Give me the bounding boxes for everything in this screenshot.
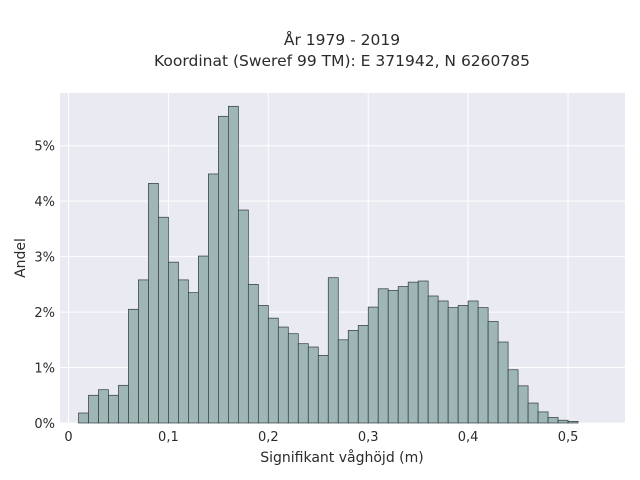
x-tick-label: 0,5 (558, 430, 579, 445)
histogram-bar (417, 280, 429, 424)
y-tick-label: 5% (34, 140, 55, 155)
histogram-bar (467, 300, 479, 424)
y-tick-label: 2% (34, 306, 55, 321)
histogram-bar (487, 321, 499, 424)
histogram-bar (547, 417, 559, 424)
y-axis-label: Andel (13, 238, 29, 278)
histogram-bar (437, 300, 449, 424)
y-tick-label: 3% (34, 251, 55, 266)
histogram-bar (178, 279, 189, 424)
histogram-bar (447, 307, 459, 424)
histogram-bar (497, 341, 509, 424)
x-axis-ticks: 0 0,1 0,2 0,3 0,4 0,5 (64, 430, 578, 445)
histogram-bar (357, 325, 369, 424)
x-tick-label: 0 (64, 430, 72, 445)
histogram-bar (457, 305, 469, 424)
histogram-bar (377, 288, 389, 424)
histogram-bar (527, 402, 539, 424)
histogram-bar (168, 261, 179, 424)
histogram-bar (307, 346, 319, 424)
y-tick-label: 4% (34, 195, 55, 210)
histogram-bars (78, 105, 579, 424)
histogram-bar (247, 283, 259, 424)
histogram-bar (228, 105, 239, 424)
histogram-bar (557, 419, 569, 424)
histogram-bar (277, 326, 289, 424)
histogram-bar (567, 420, 579, 424)
histogram-bar (257, 305, 269, 424)
histogram-bar (507, 369, 519, 424)
histogram-bar (78, 412, 89, 424)
histogram-bar (397, 286, 409, 424)
x-tick-label: 0,2 (258, 430, 279, 445)
x-axis-label: Signifikant våghöjd (m) (260, 449, 423, 466)
histogram-bar (287, 333, 299, 424)
chart-title-line-1: År 1979 - 2019 (284, 30, 400, 49)
histogram-bar (517, 385, 529, 424)
histogram-bar (218, 115, 229, 424)
histogram-bar (367, 306, 379, 424)
histogram-bar (98, 389, 109, 424)
y-tick-label: 0% (34, 417, 55, 432)
y-tick-label: 1% (34, 362, 55, 377)
histogram-bar (317, 354, 329, 424)
x-tick-label: 0,4 (458, 430, 479, 445)
y-axis-ticks: 0% 1% 2% 3% 4% 5% (34, 140, 55, 432)
histogram-bar (128, 308, 139, 424)
chart-title-line-2: Koordinat (Sweref 99 TM): E 371942, N 62… (154, 52, 530, 70)
histogram-bar (337, 339, 349, 424)
histogram-bar (108, 394, 119, 424)
histogram-bar (327, 277, 339, 424)
histogram-bar (407, 281, 419, 424)
x-tick-label: 0,3 (358, 430, 379, 445)
histogram-bar (347, 330, 359, 424)
histogram-bar (208, 173, 219, 424)
histogram-bar (427, 295, 439, 424)
histogram-bar (198, 255, 209, 424)
histogram-bar (237, 209, 249, 424)
histogram-bar (188, 292, 199, 424)
histogram-bar (297, 343, 309, 424)
histogram-bar (477, 307, 489, 424)
histogram-bar (118, 384, 129, 424)
histogram-bar (88, 394, 99, 424)
histogram-bar (148, 183, 159, 424)
histogram-bar (138, 279, 149, 424)
histogram-bar (387, 290, 399, 424)
histogram-bar (158, 216, 169, 424)
x-tick-label: 0,1 (158, 430, 179, 445)
histogram-bar (537, 411, 549, 424)
histogram-bar (267, 317, 279, 424)
